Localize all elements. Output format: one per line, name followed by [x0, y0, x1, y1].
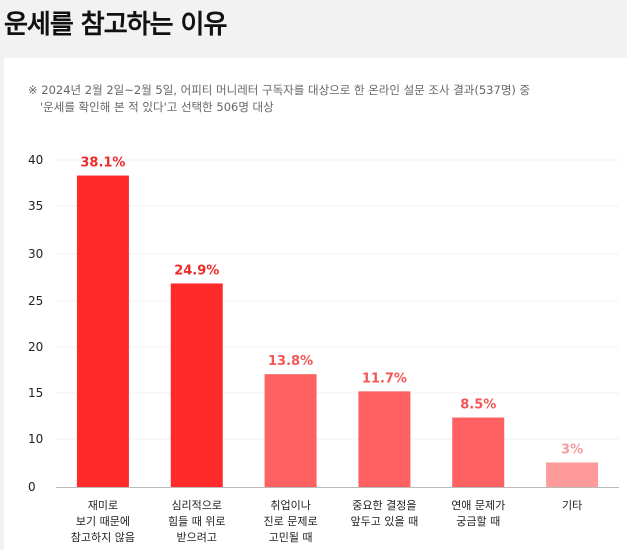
data-label: 11.7% [362, 371, 407, 386]
category-label: 심리적으로 [171, 499, 222, 512]
category-label: 중요한 결정을 [352, 499, 416, 512]
category-label: 취업이나 [270, 499, 310, 512]
category-label: 참고하지 않음 [71, 530, 135, 544]
y-tick-label: 10 [28, 432, 43, 446]
y-tick-label: 20 [28, 340, 43, 354]
survey-note-line-1: ※ 2024년 2월 2일~2월 5일, 어피티 머니레터 구독자를 대상으로 … [28, 83, 531, 97]
y-tick-label: 15 [28, 386, 43, 400]
bar [76, 175, 129, 487]
y-tick-label: 35 [28, 199, 43, 213]
bar [546, 462, 599, 487]
data-label: 3% [561, 442, 583, 457]
category-label: 기타 [562, 499, 582, 512]
y-tick-label: 30 [28, 247, 43, 261]
y-tick-label: 0 [28, 480, 36, 494]
data-label: 38.1% [80, 156, 125, 171]
bar [452, 417, 505, 487]
data-label: 24.9% [174, 263, 219, 278]
category-label: 힘들 때 위로 [168, 515, 226, 528]
bar [264, 374, 317, 487]
category-label: 재미로 [88, 499, 118, 512]
page-title: 운세를 참고하는 이유 [4, 10, 227, 40]
data-label: 13.8% [268, 354, 313, 369]
chart-card: ※ 2024년 2월 2일~2월 5일, 어피티 머니레터 구독자를 대상으로 … [4, 58, 627, 550]
category-label: 고민될 때 [269, 530, 313, 544]
category-label: 보기 때문에 [76, 515, 130, 528]
category-label: 궁금할 때 [456, 515, 500, 528]
data-label: 8.5% [460, 398, 496, 413]
category-label: 받으려고 [177, 531, 217, 544]
bar [358, 391, 411, 487]
category-label: 진로 문제로 [264, 515, 318, 528]
y-tick-label: 25 [28, 294, 43, 308]
y-tick-label: 40 [28, 153, 43, 167]
category-label: 연애 문제가 [451, 499, 505, 512]
category-label: 앞두고 있을 때 [351, 515, 419, 528]
survey-note: ※ 2024년 2월 2일~2월 5일, 어피티 머니레터 구독자를 대상으로 … [28, 82, 618, 116]
survey-note-line-2: '운세를 확인해 본 적 있다'고 선택한 506명 대상 [40, 100, 274, 114]
bar [170, 283, 223, 487]
